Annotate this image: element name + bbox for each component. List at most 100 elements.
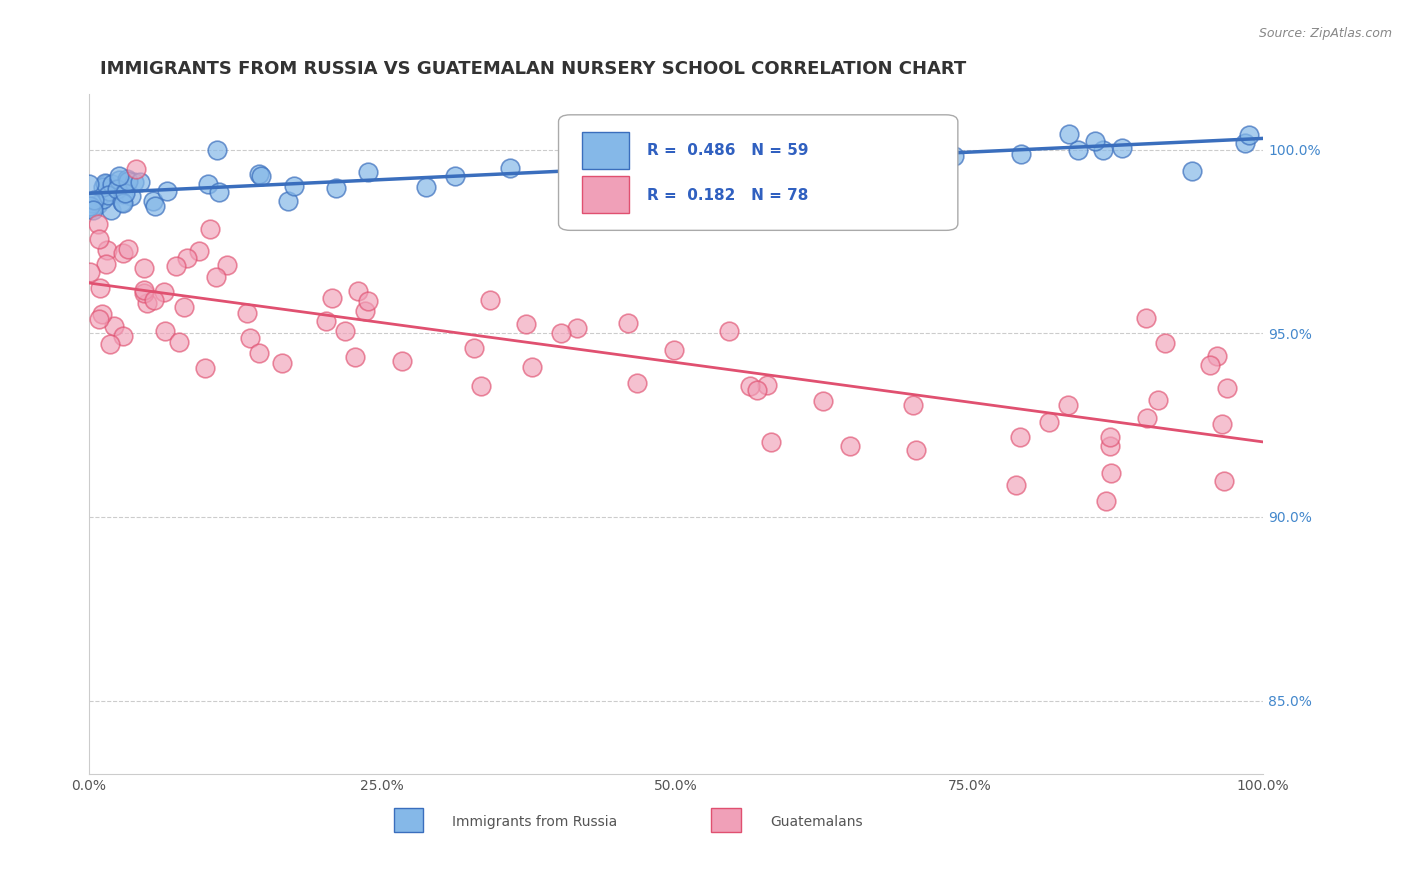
Point	[100, 178, 122, 192]
Point	[1206, 349, 1229, 363]
Point	[87, 311, 110, 326]
Point	[1057, 398, 1080, 412]
Point	[415, 179, 437, 194]
Point	[111, 245, 134, 260]
Point	[111, 196, 134, 211]
Point	[173, 300, 195, 314]
Text: Guatemalans: Guatemalans	[770, 814, 863, 829]
Point	[1111, 141, 1133, 155]
Point	[132, 283, 155, 297]
Point	[117, 174, 139, 188]
Point	[111, 329, 134, 343]
Point	[270, 356, 292, 370]
Point	[683, 154, 706, 169]
Point	[333, 324, 356, 338]
Point	[1099, 467, 1122, 481]
Point	[165, 260, 187, 274]
Point	[94, 176, 117, 190]
Point	[1008, 430, 1031, 444]
Point	[565, 161, 588, 175]
Point	[86, 218, 108, 232]
Point	[98, 336, 121, 351]
Point	[198, 222, 221, 236]
Text: Immigrants from Russia: Immigrants from Russia	[453, 814, 617, 829]
Point	[470, 379, 492, 393]
Point	[1095, 494, 1118, 508]
Point	[755, 378, 778, 392]
Point	[718, 324, 741, 338]
Point	[357, 294, 380, 309]
Point	[247, 346, 270, 360]
Point	[1098, 430, 1121, 444]
Point	[176, 252, 198, 266]
FancyBboxPatch shape	[558, 115, 957, 230]
Point	[321, 292, 343, 306]
Point	[325, 181, 347, 195]
Point	[346, 284, 368, 298]
Point	[567, 321, 589, 335]
Point	[740, 378, 762, 392]
Point	[357, 165, 380, 179]
Point	[478, 293, 501, 308]
Point	[1084, 135, 1107, 149]
Point	[111, 194, 134, 209]
FancyBboxPatch shape	[394, 808, 423, 831]
Point	[120, 189, 142, 203]
Point	[97, 188, 120, 202]
Point	[96, 244, 118, 258]
Point	[1059, 127, 1081, 141]
Point	[1038, 415, 1060, 429]
Point	[239, 331, 262, 345]
Point	[616, 317, 638, 331]
Point	[839, 439, 862, 453]
Point	[236, 306, 259, 320]
Point	[247, 167, 270, 181]
Point	[1212, 474, 1234, 488]
Point	[79, 199, 101, 213]
Point	[91, 179, 114, 194]
Point	[79, 265, 101, 279]
Point	[82, 196, 104, 211]
Point	[873, 134, 896, 148]
Point	[143, 293, 166, 307]
Point	[132, 260, 155, 275]
Point	[901, 398, 924, 412]
Point	[520, 359, 543, 374]
Point	[132, 286, 155, 301]
Point	[515, 317, 537, 331]
Point	[1233, 136, 1256, 150]
Point	[443, 169, 465, 184]
Point	[89, 232, 111, 246]
Point	[77, 177, 100, 191]
Point	[82, 202, 104, 216]
Point	[111, 186, 134, 201]
Point	[197, 178, 219, 192]
Point	[343, 350, 366, 364]
Point	[217, 258, 239, 272]
Point	[122, 175, 145, 189]
Point	[143, 199, 166, 213]
Point	[205, 144, 228, 158]
Point	[91, 192, 114, 206]
Point	[1010, 147, 1032, 161]
Point	[135, 296, 157, 310]
Point	[1239, 128, 1261, 143]
Point	[1136, 411, 1159, 425]
Point	[1153, 335, 1175, 350]
Point	[142, 194, 165, 208]
Point	[942, 149, 965, 163]
FancyBboxPatch shape	[582, 132, 628, 169]
Point	[128, 176, 150, 190]
Point	[1067, 143, 1090, 157]
Point	[100, 202, 122, 217]
Point	[208, 185, 231, 199]
Point	[1216, 381, 1239, 395]
Text: Source: ZipAtlas.com: Source: ZipAtlas.com	[1258, 27, 1392, 40]
Point	[626, 376, 648, 390]
Point	[1098, 439, 1121, 453]
Point	[86, 197, 108, 211]
Point	[167, 335, 190, 350]
Text: IMMIGRANTS FROM RUSSIA VS GUATEMALAN NURSERY SCHOOL CORRELATION CHART: IMMIGRANTS FROM RUSSIA VS GUATEMALAN NUR…	[100, 60, 967, 78]
FancyBboxPatch shape	[711, 808, 741, 831]
Point	[499, 161, 522, 176]
